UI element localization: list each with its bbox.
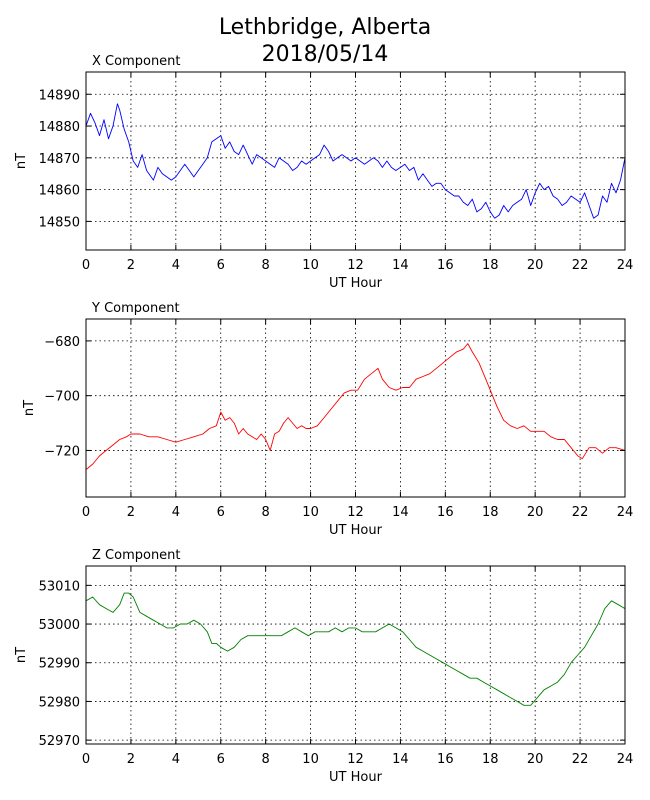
z-ytick-label-0: 53010 xyxy=(39,579,80,594)
z-xtick-label-9: 18 xyxy=(482,752,499,767)
y-xtick-label-11: 22 xyxy=(572,505,589,520)
y-ytick-label-1: −700 xyxy=(44,390,80,405)
y-xtick-label-4: 8 xyxy=(262,505,270,520)
z-xtick-label-6: 12 xyxy=(347,752,364,767)
z-xtick-label-10: 20 xyxy=(527,752,544,767)
x-xtick-label-5: 10 xyxy=(302,258,319,273)
y-xtick-label-6: 12 xyxy=(347,505,364,520)
x-panel-title: X Component xyxy=(92,54,181,69)
x-xtick-label-6: 12 xyxy=(347,258,364,273)
x-xtick-label-9: 18 xyxy=(482,258,499,273)
z-xtick-label-3: 6 xyxy=(217,752,225,767)
y-y-axis-label: nT xyxy=(22,400,37,416)
z-ytick-label-3: 52980 xyxy=(39,695,80,710)
y-xtick-label-0: 0 xyxy=(82,505,90,520)
x-xtick-label-4: 8 xyxy=(262,258,270,273)
z-xtick-label-4: 8 xyxy=(262,752,270,767)
x-xtick-label-10: 20 xyxy=(527,258,544,273)
y-ytick-label-2: −720 xyxy=(44,444,80,459)
x-xtick-label-12: 24 xyxy=(617,258,634,273)
z-component-panel: 0 2 4 6 8 10 12 14 16 18 20 22 245301053000529905298… xyxy=(14,548,633,785)
y-xtick-label-5: 10 xyxy=(302,505,319,520)
z-xtick-label-2: 4 xyxy=(172,752,180,767)
z-plot-area xyxy=(86,566,625,744)
x-y-axis-label: nT xyxy=(14,153,29,169)
y-panel-title: Y Component xyxy=(91,301,180,316)
z-xtick-label-8: 16 xyxy=(437,752,454,767)
x-xtick-label-8: 16 xyxy=(437,258,454,273)
y-xtick-label-7: 14 xyxy=(392,505,409,520)
x-plot-area xyxy=(86,72,625,250)
z-x-axis-label: UT Hour xyxy=(329,770,383,785)
y-xtick-label-8: 16 xyxy=(437,505,454,520)
x-xtick-label-1: 2 xyxy=(127,258,135,273)
y-xtick-label-1: 2 xyxy=(127,505,135,520)
x-xtick-label-11: 22 xyxy=(572,258,589,273)
z-panel-title: Z Component xyxy=(92,548,181,563)
z-xtick-label-5: 10 xyxy=(302,752,319,767)
figure-title-line1: Lethbridge, Alberta xyxy=(219,15,431,40)
y-series-line xyxy=(85,343,626,470)
x-xtick-label-3: 6 xyxy=(217,258,225,273)
y-xtick-label-12: 24 xyxy=(617,505,634,520)
z-xtick-label-1: 2 xyxy=(127,752,135,767)
z-ytick-label-2: 52990 xyxy=(39,657,80,672)
z-series-line xyxy=(85,592,626,706)
z-y-axis-label: nT xyxy=(14,647,29,663)
y-xtick-label-2: 4 xyxy=(172,505,180,520)
z-ytick-label-1: 53000 xyxy=(39,618,80,633)
x-ytick-label-2: 14870 xyxy=(39,152,80,167)
z-xtick-label-11: 22 xyxy=(572,752,589,767)
y-ytick-label-0: −680 xyxy=(44,335,80,350)
x-series-line xyxy=(85,103,626,219)
x-ytick-label-1: 14860 xyxy=(39,184,80,199)
y-xtick-label-10: 20 xyxy=(527,505,544,520)
x-ytick-label-3: 14880 xyxy=(39,120,80,135)
x-xtick-label-0: 0 xyxy=(82,258,90,273)
y-plot-area xyxy=(86,319,625,497)
x-component-panel: 0 2 4 6 8 10 12 14 16 18 20 22 241485014860148701488… xyxy=(14,54,633,291)
x-xtick-label-2: 4 xyxy=(172,258,180,273)
x-ytick-label-4: 14890 xyxy=(39,88,80,103)
y-xtick-label-9: 18 xyxy=(482,505,499,520)
z-xtick-label-12: 24 xyxy=(617,752,634,767)
z-ytick-label-4: 52970 xyxy=(39,734,80,749)
y-xtick-label-3: 6 xyxy=(217,505,225,520)
x-xtick-label-7: 14 xyxy=(392,258,409,273)
z-xtick-label-7: 14 xyxy=(392,752,409,767)
z-xtick-label-0: 0 xyxy=(82,752,90,767)
y-x-axis-label: UT Hour xyxy=(329,523,383,538)
x-ytick-label-0: 14850 xyxy=(39,215,80,230)
x-x-axis-label: UT Hour xyxy=(329,276,383,291)
figure-title-line2: 2018/05/14 xyxy=(262,42,389,67)
